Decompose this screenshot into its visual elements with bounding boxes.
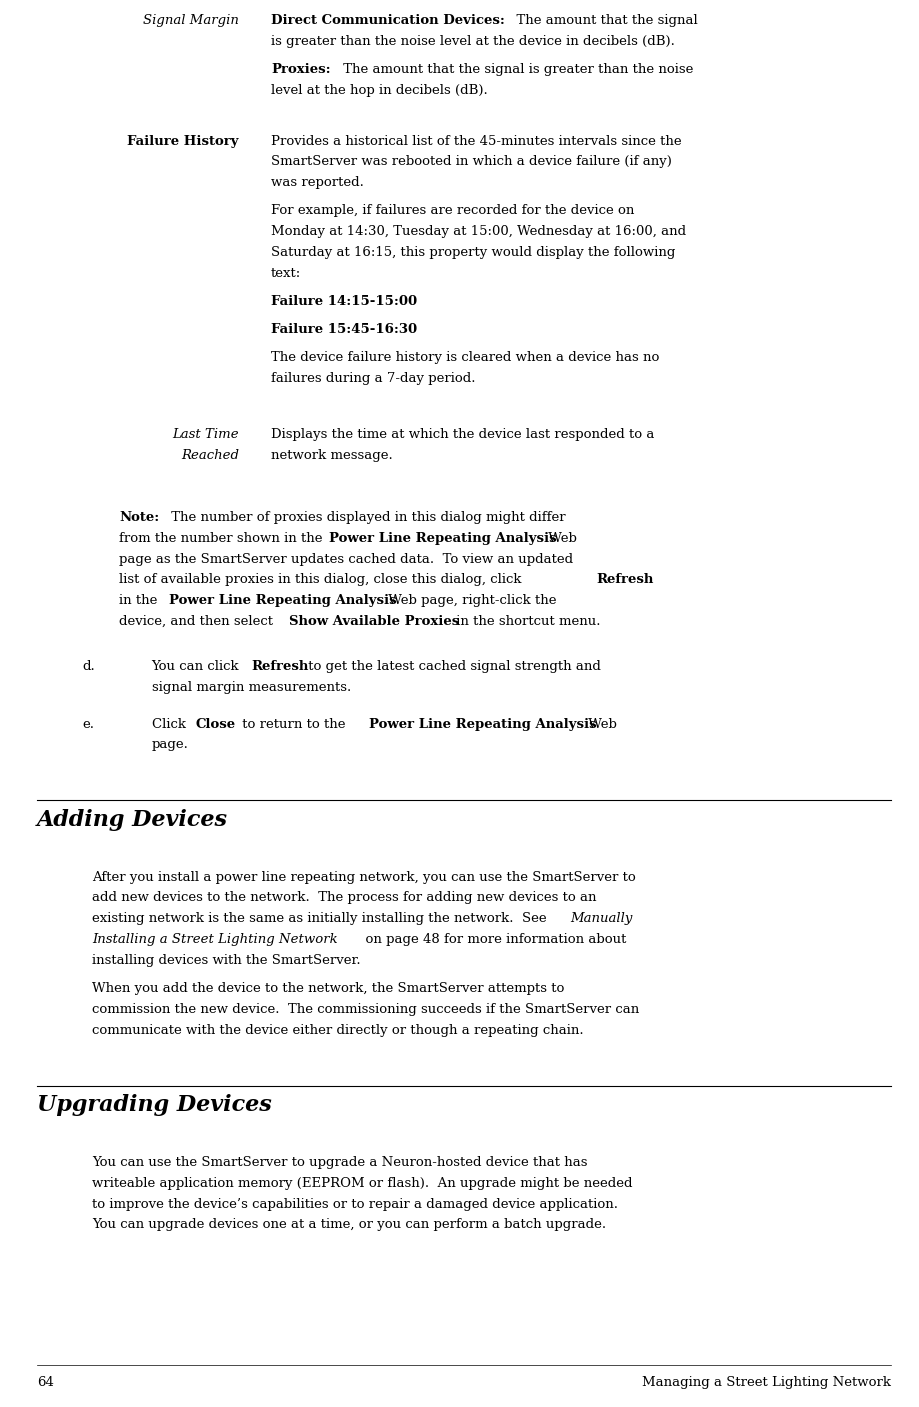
Text: The number of proxies displayed in this dialog might differ: The number of proxies displayed in this … [167, 511, 566, 523]
Text: installing devices with the SmartServer.: installing devices with the SmartServer. [92, 954, 360, 967]
Text: signal margin measurements.: signal margin measurements. [152, 681, 351, 694]
Text: d.: d. [83, 660, 96, 673]
Text: The amount that the signal is greater than the noise: The amount that the signal is greater th… [339, 63, 694, 76]
Text: Click: Click [152, 718, 190, 730]
Text: to return to the: to return to the [238, 718, 350, 730]
Text: Note:: Note: [119, 511, 160, 523]
Text: Displays the time at which the device last responded to a: Displays the time at which the device la… [271, 428, 654, 442]
Text: Power Line Repeating Analysis: Power Line Repeating Analysis [329, 532, 557, 545]
Text: Monday at 14:30, Tuesday at 15:00, Wednesday at 16:00, and: Monday at 14:30, Tuesday at 15:00, Wedne… [271, 225, 686, 238]
Text: Power Line Repeating Analysis: Power Line Repeating Analysis [369, 718, 596, 730]
Text: You can click: You can click [152, 660, 244, 673]
Text: Web: Web [544, 532, 577, 545]
Text: Power Line Repeating Analysis: Power Line Repeating Analysis [169, 594, 397, 608]
Text: Managing a Street Lighting Network: Managing a Street Lighting Network [642, 1376, 891, 1389]
Text: Reached: Reached [181, 449, 239, 461]
Text: Provides a historical list of the 45-minutes intervals since the: Provides a historical list of the 45-min… [271, 135, 682, 148]
Text: Direct Communication Devices:: Direct Communication Devices: [271, 14, 505, 27]
Text: add new devices to the network.  The process for adding new devices to an: add new devices to the network. The proc… [92, 892, 596, 905]
Text: The device failure history is cleared when a device has no: The device failure history is cleared wh… [271, 352, 660, 364]
Text: Upgrading Devices: Upgrading Devices [37, 1095, 271, 1116]
Text: You can use the SmartServer to upgrade a Neuron-hosted device that has: You can use the SmartServer to upgrade a… [92, 1157, 587, 1169]
Text: Failure 15:45-16:30: Failure 15:45-16:30 [271, 324, 417, 336]
Text: Failure 14:15-15:00: Failure 14:15-15:00 [271, 295, 417, 308]
Text: page.: page. [152, 739, 188, 751]
Text: writeable application memory (EEPROM or flash).  An upgrade might be needed: writeable application memory (EEPROM or … [92, 1176, 632, 1190]
Text: page as the SmartServer updates cached data.  To view an updated: page as the SmartServer updates cached d… [119, 553, 573, 566]
Text: When you add the device to the network, the SmartServer attempts to: When you add the device to the network, … [92, 982, 564, 995]
Text: Signal Margin: Signal Margin [143, 14, 239, 27]
Text: list of available proxies in this dialog, close this dialog, click: list of available proxies in this dialog… [119, 574, 527, 587]
Text: Close: Close [196, 718, 236, 730]
Text: existing network is the same as initially installing the network.  See: existing network is the same as initiall… [92, 912, 550, 926]
Text: Installing a Street Lighting Network: Installing a Street Lighting Network [92, 933, 337, 946]
Text: from the number shown in the: from the number shown in the [119, 532, 327, 545]
Text: Show Available Proxies: Show Available Proxies [289, 615, 459, 628]
Text: e.: e. [83, 718, 95, 730]
Text: Proxies:: Proxies: [271, 63, 331, 76]
Text: device, and then select: device, and then select [119, 615, 278, 628]
Text: Web page, right-click the: Web page, right-click the [384, 594, 557, 608]
Text: level at the hop in decibels (dB).: level at the hop in decibels (dB). [271, 84, 488, 97]
Text: You can upgrade devices one at a time, or you can perform a batch upgrade.: You can upgrade devices one at a time, o… [92, 1218, 606, 1231]
Text: The amount that the signal: The amount that the signal [508, 14, 698, 27]
Text: Adding Devices: Adding Devices [37, 809, 228, 830]
Text: was reported.: was reported. [271, 176, 364, 189]
Text: to improve the device’s capabilities or to repair a damaged device application.: to improve the device’s capabilities or … [92, 1197, 618, 1210]
Text: Failure History: Failure History [128, 135, 239, 148]
Text: Saturday at 16:15, this property would display the following: Saturday at 16:15, this property would d… [271, 246, 675, 259]
Text: Refresh: Refresh [251, 660, 308, 673]
Text: is greater than the noise level at the device in decibels (dB).: is greater than the noise level at the d… [271, 35, 675, 48]
Text: Manually: Manually [570, 912, 632, 926]
Text: failures during a 7-day period.: failures during a 7-day period. [271, 371, 476, 386]
Text: text:: text: [271, 267, 301, 280]
Text: Web: Web [584, 718, 617, 730]
Text: 64: 64 [37, 1376, 53, 1389]
Text: in the shortcut menu.: in the shortcut menu. [452, 615, 601, 628]
Text: to get the latest cached signal strength and: to get the latest cached signal strength… [304, 660, 601, 673]
Text: Refresh: Refresh [596, 574, 653, 587]
Text: SmartServer was rebooted in which a device failure (if any): SmartServer was rebooted in which a devi… [271, 155, 672, 169]
Text: communicate with the device either directly or though a repeating chain.: communicate with the device either direc… [92, 1024, 584, 1037]
Text: commission the new device.  The commissioning succeeds if the SmartServer can: commission the new device. The commissio… [92, 1003, 639, 1016]
Text: After you install a power line repeating network, you can use the SmartServer to: After you install a power line repeating… [92, 871, 636, 884]
Text: Last Time: Last Time [173, 428, 239, 442]
Text: network message.: network message. [271, 449, 392, 461]
Text: on page 48 for more information about: on page 48 for more information about [357, 933, 627, 946]
Text: in the: in the [119, 594, 162, 608]
Text: For example, if failures are recorded for the device on: For example, if failures are recorded fo… [271, 204, 634, 217]
